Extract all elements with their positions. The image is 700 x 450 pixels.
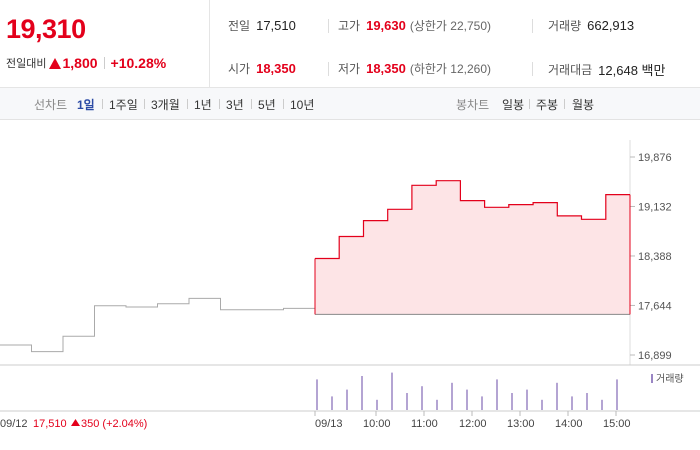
divider: [328, 62, 329, 76]
price-chart: 19,876 19,132 18,388 17,644 16,899 거래량 09/13 10…: [0, 120, 700, 450]
lower-limit: (하한가 12,260): [409, 62, 492, 76]
up-triangle-icon: [71, 419, 80, 426]
change-value: 1,800: [62, 55, 98, 71]
stat-high: 고가 19,630 (상한가 22,750): [338, 17, 491, 34]
quote-summary: 19,310 전일대비 1,800 +10.28% 전일 17,510 고가 1…: [0, 0, 700, 88]
stat-label: 거래대금: [548, 63, 593, 77]
x-tick-label: 10:00: [363, 418, 391, 430]
tab-10-years[interactable]: 10년: [290, 98, 315, 112]
x-tick-label: 14:00: [555, 418, 583, 430]
x-tick-label: 12:00: [459, 418, 487, 430]
divider: [529, 99, 530, 109]
x-tick-label: 11:00: [411, 418, 438, 430]
candle-chart-group-label: 봉차트: [456, 98, 490, 112]
price-box: 19,310 전일대비 1,800 +10.28%: [0, 0, 210, 88]
divider: [144, 99, 145, 109]
volume-legend-label: 거래량: [656, 373, 684, 385]
tab-daily-candle[interactable]: 일봉: [502, 98, 525, 112]
tab-1-year[interactable]: 1년: [194, 98, 212, 112]
chart-tabs-bar: 선차트 1일 1주일 3개월 1년 3년 5년 10년 봉차트 일봉 주봉 월봉: [0, 88, 700, 120]
up-triangle-icon: [49, 57, 62, 69]
divider: [328, 19, 329, 33]
divider: [564, 99, 565, 109]
stat-value: 662,913: [587, 18, 635, 33]
prev-day-change: 350 (+2.04%): [81, 418, 147, 430]
current-price: 19,310: [6, 14, 86, 44]
stat-label: 저가: [338, 62, 361, 76]
stat-open: 시가 18,350: [228, 60, 296, 77]
stat-value: 12,648 백만: [598, 63, 666, 78]
y-tick-label: 17,644: [638, 300, 672, 312]
tab-1-week[interactable]: 1주일: [109, 98, 138, 112]
volume-legend-swatch: [651, 374, 653, 383]
y-tick-label: 19,876: [638, 152, 672, 164]
x-tick-label: 09/13: [315, 418, 343, 430]
stat-prev-close: 전일 17,510: [228, 17, 296, 34]
stat-volume: 거래량 662,913: [548, 17, 634, 34]
stat-amount: 거래대금 12,648 백만: [548, 60, 665, 79]
tab-5-years[interactable]: 5년: [258, 98, 276, 112]
upper-limit: (상한가 22,750): [409, 19, 492, 33]
tab-3-months[interactable]: 3개월: [151, 98, 180, 112]
tab-monthly-candle[interactable]: 월봉: [572, 98, 595, 112]
stat-label: 고가: [338, 19, 361, 33]
stat-label: 전일: [228, 19, 251, 33]
stat-low: 저가 18,350 (하한가 12,260): [338, 60, 491, 77]
tab-3-years[interactable]: 3년: [226, 98, 244, 112]
divider: [532, 19, 533, 33]
stat-value: 18,350: [366, 61, 406, 76]
price-chart-svg: 19,876 19,132 18,388 17,644 16,899 거래량 09/13 10…: [0, 140, 700, 430]
y-tick-label: 19,132: [638, 201, 672, 213]
change-row: 전일대비 1,800 +10.28%: [6, 55, 166, 71]
tab-weekly-candle[interactable]: 주봉: [536, 98, 559, 112]
divider: [219, 99, 220, 109]
stat-value: 17,510: [256, 18, 296, 33]
today-area: [315, 180, 630, 315]
y-tick-label: 18,388: [638, 251, 672, 263]
stat-label: 거래량: [548, 19, 582, 33]
stats-panel: 전일 17,510 고가 19,630 (상한가 22,750) 거래량 662…: [210, 0, 700, 88]
stat-value: 19,630: [366, 18, 406, 33]
line-chart-group-label: 선차트: [34, 98, 68, 112]
divider: [532, 62, 533, 76]
divider: [187, 99, 188, 109]
prev-day-line: [0, 297, 315, 353]
divider: [103, 57, 105, 69]
divider: [283, 99, 284, 109]
divider: [102, 99, 103, 109]
divider: [251, 99, 252, 109]
y-tick-label: 16,899: [638, 350, 672, 362]
today-line: [315, 180, 630, 260]
prev-day-date: 09/12: [0, 418, 28, 430]
stat-label: 시가: [228, 62, 251, 76]
prev-day-close: 17,510: [33, 418, 67, 430]
x-tick-label: 15:00: [603, 418, 631, 430]
change-label: 전일대비: [6, 58, 47, 70]
stat-value: 18,350: [256, 61, 296, 76]
change-rate: +10.28%: [110, 55, 167, 71]
tab-1-day[interactable]: 1일: [77, 98, 95, 112]
x-tick-label: 13:00: [507, 418, 535, 430]
